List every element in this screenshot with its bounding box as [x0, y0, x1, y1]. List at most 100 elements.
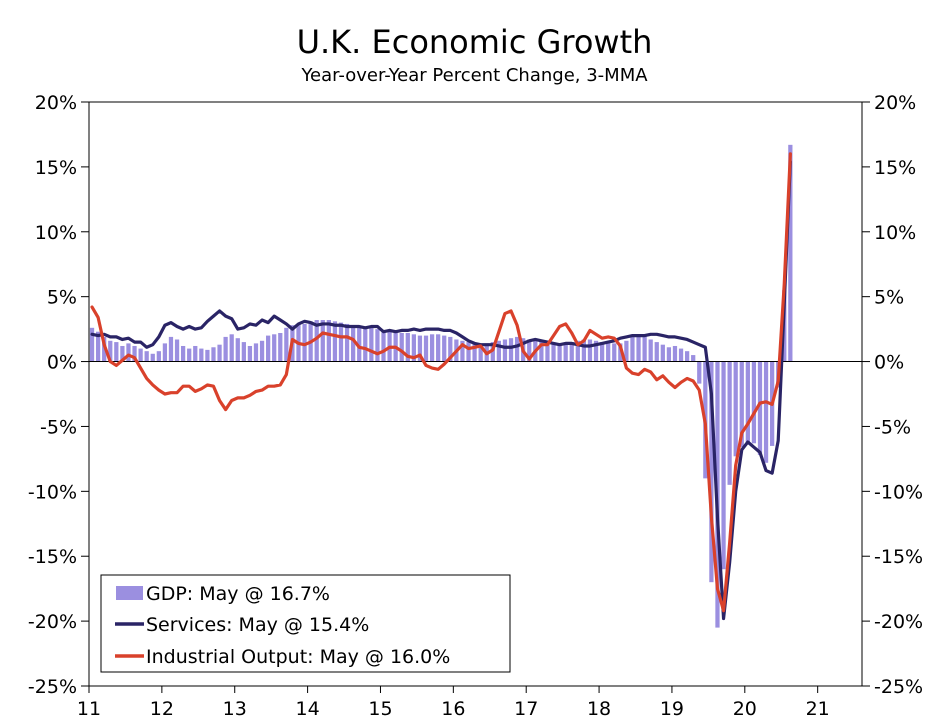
gdp-bar	[697, 361, 702, 384]
gdp-bar	[442, 335, 447, 362]
gdp-bar	[423, 335, 429, 362]
gdp-bar	[466, 342, 471, 362]
gdp-bar	[630, 336, 635, 362]
gdp-bar	[89, 327, 95, 362]
gdp-bar	[217, 344, 222, 362]
gdp-bar	[551, 343, 556, 362]
y-tick-label-left: -15%	[28, 546, 77, 568]
gdp-bar	[411, 334, 416, 362]
gdp-bar	[126, 343, 131, 362]
x-tick-label: 21	[806, 698, 830, 720]
gdp-bar	[375, 329, 380, 362]
gdp-bar	[672, 345, 678, 362]
gdp-bar	[751, 361, 757, 444]
gdp-bar	[278, 333, 283, 362]
gdp-bar	[593, 340, 599, 362]
gdp-bar	[642, 335, 647, 362]
gdp-bar	[199, 348, 204, 362]
gdp-bar	[229, 334, 234, 362]
chart-axes: 20% 20% 15% 15% 10% 10% 5% 5% 0% 0% -5% -5% -10% -10%…	[28, 92, 923, 720]
gdp-bar	[575, 340, 580, 362]
gdp-bar	[460, 340, 465, 362]
gdp-bar	[162, 343, 168, 362]
y-tick-label-left: -25%	[28, 676, 77, 698]
legend-label: Industrial Output: May @ 16.0%	[146, 646, 450, 668]
y-tick-label-left: -5%	[40, 416, 77, 438]
x-tick-label: 13	[223, 698, 247, 720]
y-tick-label-right: -15%	[874, 546, 923, 568]
gdp-bar	[272, 334, 277, 362]
gdp-bar	[636, 334, 641, 362]
gdp-bar	[788, 144, 793, 362]
y-tick-label-left: -10%	[28, 481, 77, 503]
gdp-bar	[174, 339, 180, 362]
gdp-bar	[733, 361, 738, 457]
y-tick-label-right: -25%	[874, 676, 923, 698]
legend-label: GDP: May @ 16.7%	[146, 583, 330, 605]
gdp-bar	[363, 327, 368, 362]
gdp-bar	[684, 351, 690, 362]
gdp-bar	[344, 323, 350, 362]
gdp-bar	[399, 333, 404, 362]
y-tick-label-right: -20%	[874, 611, 923, 633]
y-tick-label-right: 10%	[874, 222, 916, 244]
gdp-bar	[332, 321, 338, 362]
gdp-bar	[235, 338, 240, 362]
y-tick-label-right: 15%	[874, 157, 916, 179]
gdp-bar	[357, 326, 362, 362]
gdp-bar	[114, 342, 119, 362]
gdp-bars	[89, 144, 793, 628]
gdp-bar	[490, 342, 495, 362]
gdp-bar	[132, 345, 137, 362]
x-tick-label: 14	[296, 698, 320, 720]
gdp-bar	[259, 340, 265, 362]
gdp-bar	[678, 348, 684, 362]
gdp-bar	[587, 339, 593, 362]
gdp-bar	[612, 343, 617, 362]
gdp-bar	[757, 361, 763, 455]
y-tick-label-right: -10%	[874, 481, 923, 503]
gdp-bar	[417, 335, 423, 362]
y-tick-label-left: 20%	[35, 92, 77, 114]
gdp-bar	[405, 333, 410, 362]
gdp-bar	[193, 345, 198, 362]
gdp-bar	[156, 351, 161, 362]
gdp-bar	[478, 344, 483, 362]
gdp-bar	[472, 343, 477, 362]
gdp-bar	[180, 345, 186, 362]
x-tick-label: 17	[514, 698, 538, 720]
gdp-bar	[654, 342, 659, 362]
gdp-bar	[314, 320, 319, 362]
plot-frame	[88, 101, 863, 687]
gdp-bar	[144, 351, 149, 362]
legend-label: Services: May @ 15.4%	[146, 614, 369, 636]
gdp-bar	[721, 361, 726, 570]
x-tick-label: 12	[150, 698, 174, 720]
y-tick-label-left: -20%	[28, 611, 77, 633]
gdp-bar	[108, 340, 113, 362]
gdp-bar	[266, 335, 271, 362]
chart-title: U.K. Economic Growth	[296, 23, 653, 61]
legend-box	[100, 574, 511, 673]
gdp-bar	[648, 339, 653, 362]
gdp-bar	[187, 348, 192, 362]
gdp-bar	[502, 339, 508, 362]
gdp-bar	[284, 327, 289, 362]
gdp-bar	[727, 361, 732, 485]
y-tick-label-left: 5%	[47, 287, 77, 309]
gdp-bar	[599, 342, 605, 362]
gdp-bar	[429, 334, 435, 362]
services-line	[90, 160, 792, 621]
gdp-bar	[205, 349, 210, 362]
legend: GDP: May @ 16.7% Services: May @ 15.4% Ind…	[100, 574, 511, 673]
y-tick-label-right: 5%	[874, 287, 904, 309]
x-tick-label: 11	[77, 698, 101, 720]
x-tick-label: 18	[587, 698, 611, 720]
gdp-bar	[351, 325, 356, 362]
gdp-bar	[168, 336, 174, 362]
y-tick-label-right: 20%	[874, 92, 916, 114]
gdp-bar	[95, 331, 101, 362]
legend-swatch-gdp	[116, 586, 143, 600]
gdp-bar	[660, 344, 665, 362]
gdp-bar	[709, 361, 714, 583]
